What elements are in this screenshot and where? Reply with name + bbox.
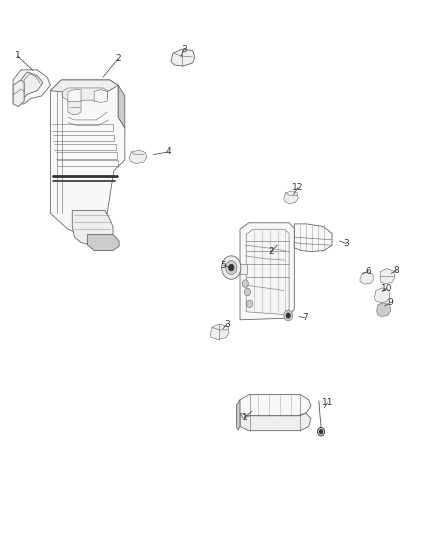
- Text: 3: 3: [224, 320, 230, 328]
- Polygon shape: [237, 400, 240, 430]
- Polygon shape: [360, 272, 373, 284]
- Polygon shape: [246, 229, 289, 314]
- Polygon shape: [129, 150, 147, 164]
- Text: 8: 8: [393, 266, 399, 275]
- Polygon shape: [284, 191, 298, 204]
- Polygon shape: [94, 90, 107, 102]
- Text: 1: 1: [14, 52, 21, 60]
- Text: 2: 2: [268, 247, 273, 256]
- Text: 6: 6: [365, 267, 371, 276]
- Polygon shape: [50, 80, 125, 237]
- Polygon shape: [380, 269, 395, 284]
- Circle shape: [222, 256, 241, 279]
- Circle shape: [226, 261, 237, 274]
- Circle shape: [247, 300, 253, 308]
- Polygon shape: [50, 80, 118, 92]
- Polygon shape: [118, 85, 125, 128]
- Text: 3: 3: [343, 239, 349, 248]
- Polygon shape: [88, 235, 119, 251]
- Circle shape: [229, 264, 234, 271]
- Text: 3: 3: [181, 45, 187, 53]
- Text: 2: 2: [116, 54, 121, 63]
- Circle shape: [319, 430, 323, 434]
- Text: 7: 7: [302, 313, 308, 322]
- Polygon shape: [21, 72, 43, 101]
- Polygon shape: [240, 413, 311, 431]
- Polygon shape: [171, 49, 195, 66]
- Circle shape: [244, 288, 251, 296]
- Text: 11: 11: [322, 399, 333, 407]
- Polygon shape: [72, 211, 113, 245]
- Polygon shape: [240, 223, 294, 320]
- Text: 12: 12: [292, 183, 304, 192]
- Text: 9: 9: [387, 298, 393, 307]
- Polygon shape: [374, 288, 390, 303]
- Text: 10: 10: [381, 284, 392, 293]
- Circle shape: [284, 310, 293, 321]
- Text: 1: 1: [241, 413, 247, 422]
- Circle shape: [318, 427, 325, 436]
- Circle shape: [286, 313, 290, 318]
- Polygon shape: [68, 101, 81, 115]
- Polygon shape: [68, 90, 81, 102]
- Circle shape: [242, 280, 248, 287]
- Polygon shape: [237, 394, 311, 416]
- Polygon shape: [13, 80, 24, 107]
- Polygon shape: [210, 324, 229, 340]
- Polygon shape: [62, 88, 107, 100]
- Polygon shape: [13, 70, 50, 104]
- Text: 4: 4: [166, 148, 171, 156]
- Polygon shape: [294, 224, 332, 252]
- Polygon shape: [377, 303, 391, 317]
- Polygon shape: [240, 264, 247, 274]
- Text: 5: 5: [220, 261, 226, 270]
